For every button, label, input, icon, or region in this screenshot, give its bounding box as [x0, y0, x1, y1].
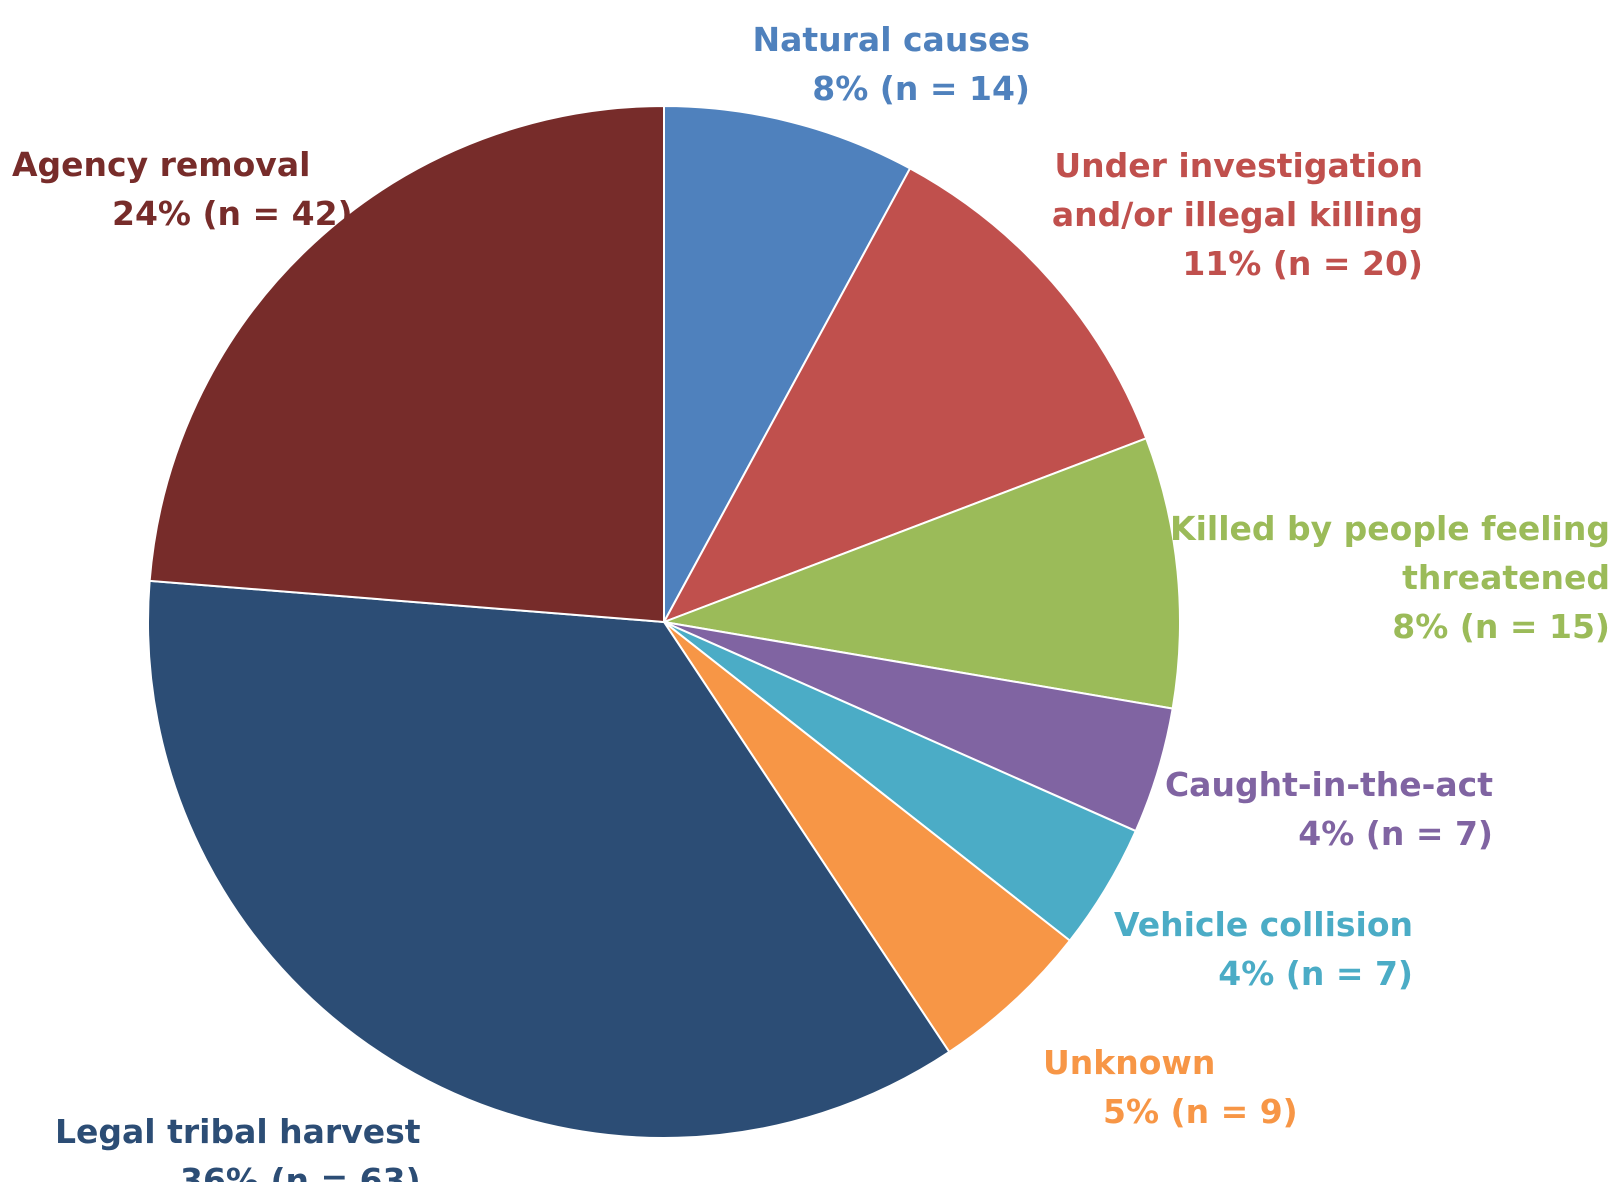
slice-value-label: 8% (n = 14)	[812, 69, 1030, 108]
slice-value-label: 24% (n = 42)	[112, 194, 353, 233]
slice-value-label: 8% (n = 15)	[1392, 607, 1610, 646]
slice-label-agency-removal: Agency removal 24% (n = 42)	[12, 145, 353, 233]
slice-category-label: Killed by people feeling	[1170, 509, 1610, 548]
slice-category-label: Caught-in-the-act	[1165, 765, 1493, 804]
slice-label-killed-by-people-feeling-threatened: Killed by people feeling threatened 8% (n …	[1170, 509, 1610, 646]
pie-slice-agency-removal	[148, 104, 665, 624]
slice-category-label: Unknown	[1043, 1043, 1215, 1082]
pie-slices	[147, 104, 1181, 1139]
slice-category-label: Agency removal	[12, 145, 310, 184]
slice-value-label: 4% (n = 7)	[1218, 954, 1413, 993]
slice-label-under-investigation-and-or-illegal-killing: Under investigation and/or illegal killin…	[1052, 146, 1423, 283]
slice-value-label: 4% (n = 7)	[1298, 814, 1493, 853]
slice-value-label: 36% (n = 63)	[180, 1161, 421, 1182]
slice-labels: Natural causes 8% (n = 14) Under investiga…	[12, 20, 1610, 1182]
slice-category-label: Vehicle collision	[1114, 905, 1413, 944]
pie-slice-killed-by-people-feeling-threatened	[660, 437, 1181, 710]
pie-slice-legal-tribal-harvest	[147, 579, 951, 1139]
slice-label-legal-tribal-harvest: Legal tribal harvest 36% (n = 63)	[55, 1112, 421, 1182]
slice-category-label: Natural causes	[753, 20, 1031, 59]
slice-label-caught-in-the-act: Caught-in-the-act 4% (n = 7)	[1165, 765, 1493, 853]
slice-category-label: threatened	[1402, 558, 1610, 597]
slice-category-label: Legal tribal harvest	[55, 1112, 421, 1151]
pie-slice-natural-causes	[663, 104, 912, 623]
slice-value-label: 11% (n = 20)	[1182, 244, 1423, 283]
slice-category-label: Under investigation	[1054, 146, 1423, 185]
slice-category-label: and/or illegal killing	[1052, 195, 1423, 234]
slice-label-vehicle-collision: Vehicle collision 4% (n = 7)	[1114, 905, 1413, 993]
slice-value-label: 5% (n = 9)	[1103, 1092, 1298, 1131]
pie-slice-unknown	[663, 621, 1072, 1054]
pie-slice-under-investigation-and-or-illegal-killing	[661, 167, 1148, 624]
slice-label-natural-causes: Natural causes 8% (n = 14)	[753, 20, 1031, 108]
slice-label-unknown: Unknown 5% (n = 9)	[1043, 1043, 1298, 1131]
